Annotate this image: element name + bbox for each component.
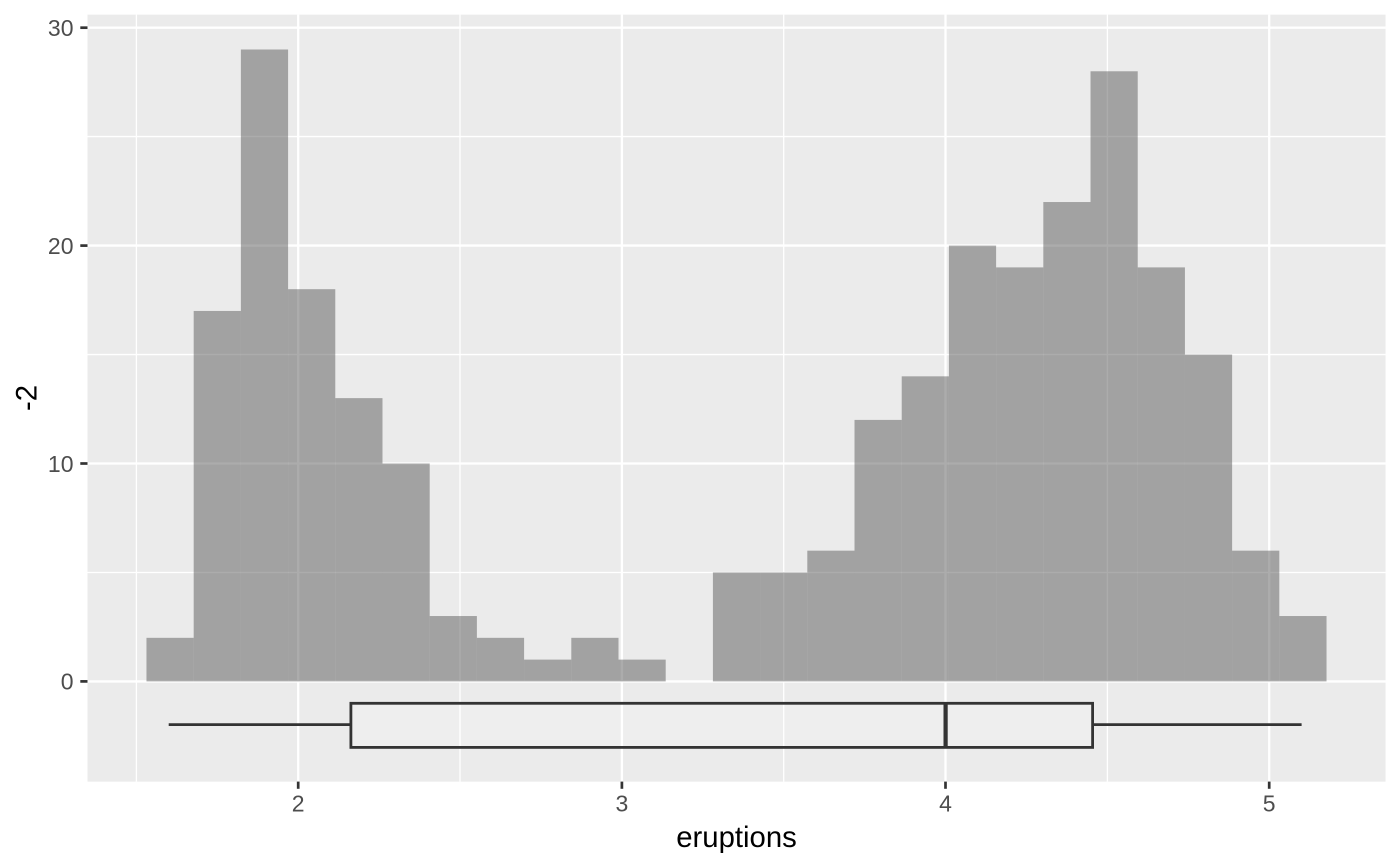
svg-text:20: 20 (48, 233, 74, 259)
svg-text:30: 30 (48, 15, 74, 41)
svg-text:10: 10 (48, 451, 74, 477)
svg-text:eruptions: eruptions (676, 821, 797, 854)
svg-text:0: 0 (61, 669, 74, 695)
svg-text:4: 4 (939, 791, 952, 817)
svg-text:5: 5 (1263, 791, 1276, 817)
svg-text:2: 2 (292, 791, 305, 817)
svg-text:3: 3 (616, 791, 629, 817)
svg-text:-2: -2 (11, 385, 44, 411)
